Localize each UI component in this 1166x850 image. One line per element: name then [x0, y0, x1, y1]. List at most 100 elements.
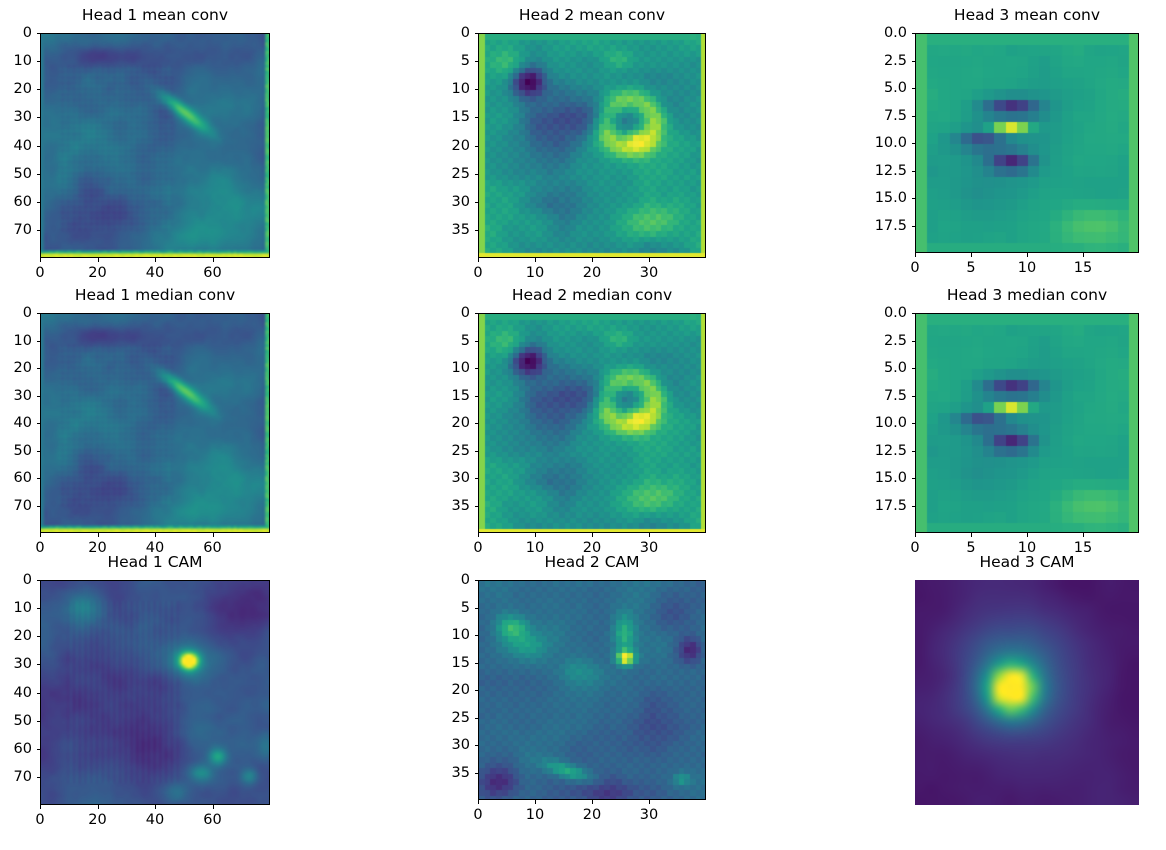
heatmap-canvas-head2-median-conv — [479, 314, 705, 532]
xticklabel-head1-median-conv-1: 20 — [88, 540, 107, 556]
yticklabel-head2-mean-conv-5: 25 — [451, 165, 470, 182]
heatmap-canvas-head1-mean-conv — [41, 34, 269, 257]
yticklabel-head1-median-conv-1: 10 — [13, 332, 32, 349]
yticklabel-head3-mean-conv-6: 15.0 — [874, 189, 907, 206]
yticklabel-head1-cam-0: 0 — [22, 571, 32, 588]
xticklabel-head3-median-conv-2: 10 — [1017, 540, 1037, 556]
xtick-head3-mean-conv-0 — [915, 253, 917, 257]
xticklabel-head1-cam-0: 0 — [35, 812, 45, 828]
yticklabel-head1-mean-conv-7: 70 — [13, 221, 32, 238]
xticklabel-head2-cam-2: 20 — [582, 807, 602, 823]
xtick-head1-mean-conv-2 — [155, 258, 157, 262]
yticklabel-head2-median-conv-2: 10 — [451, 359, 470, 376]
yticklabel-head2-median-conv-6: 30 — [451, 469, 470, 486]
panel-title-head2-median-conv: Head 2 median conv — [511, 286, 673, 304]
heatmap-canvas-head2-cam — [479, 581, 705, 799]
xticklabel-head3-median-conv-1: 5 — [966, 540, 976, 556]
yticklabel-head1-mean-conv-3: 30 — [13, 109, 32, 126]
xtick-head2-mean-conv-0 — [478, 258, 480, 262]
heatmap-head3-mean-conv[interactable] — [915, 33, 1139, 253]
heatmap-head3-cam[interactable] — [915, 580, 1139, 805]
yticklabel-head3-mean-conv-2: 5.0 — [883, 79, 907, 96]
yticklabel-head1-median-conv-3: 30 — [13, 387, 32, 404]
xtick-head1-median-conv-2 — [155, 533, 157, 537]
yticklabel-head2-cam-4: 20 — [451, 681, 470, 698]
yticklabel-head1-cam-1: 10 — [13, 599, 32, 616]
yticklabel-head2-mean-conv-2: 10 — [451, 81, 470, 97]
heatmap-head2-mean-conv[interactable] — [478, 33, 706, 258]
xticklabel-head2-cam-0: 0 — [473, 807, 483, 823]
panel-title-head3-median-conv: Head 3 median conv — [946, 286, 1108, 304]
xticklabel-head2-median-conv-1: 10 — [525, 540, 545, 556]
xtick-head3-median-conv-0 — [915, 533, 917, 537]
xticklabel-head3-mean-conv-2: 10 — [1017, 260, 1037, 276]
xtick-head1-cam-1 — [97, 805, 99, 809]
xticklabel-head2-cam-3: 30 — [639, 807, 659, 823]
yticklabel-head3-median-conv-2: 5.0 — [883, 359, 907, 376]
yticklabel-head2-mean-conv-3: 15 — [451, 109, 470, 126]
yticklabel-head1-median-conv-0: 0 — [22, 304, 32, 321]
yticklabel-head2-cam-6: 30 — [451, 736, 470, 753]
xtick-head3-mean-conv-3 — [1083, 253, 1085, 257]
yticklabel-head3-mean-conv-0: 0.0 — [883, 24, 907, 41]
heatmap-canvas-head1-cam — [41, 581, 269, 804]
xtick-head1-cam-3 — [212, 805, 214, 809]
xtick-head2-cam-0 — [478, 800, 480, 804]
yticklabel-head1-median-conv-7: 70 — [13, 497, 32, 514]
xticklabel-head2-mean-conv-3: 30 — [639, 265, 659, 281]
panel-title-head3-mean-conv: Head 3 mean conv — [953, 6, 1101, 24]
yticklabel-head2-median-conv-3: 15 — [451, 387, 470, 404]
xticklabel-head1-median-conv-2: 40 — [145, 540, 165, 556]
yticklabel-head1-median-conv-2: 20 — [13, 359, 32, 376]
yticklabel-head1-mean-conv-2: 20 — [13, 81, 32, 97]
xticklabel-head1-mean-conv-0: 0 — [35, 265, 45, 281]
heatmap-head1-cam[interactable] — [40, 580, 270, 805]
yticklabel-head2-cam-5: 25 — [451, 709, 470, 726]
yticklabel-head3-mean-conv-1: 2.5 — [883, 52, 907, 69]
xtick-head1-median-conv-0 — [40, 533, 42, 537]
yticklabel-head1-median-conv-5: 50 — [13, 442, 32, 459]
xticklabel-head3-median-conv-0: 0 — [910, 540, 920, 556]
heatmap-head2-median-conv[interactable] — [478, 313, 706, 533]
yticklabel-head3-median-conv-1: 2.5 — [883, 332, 907, 349]
heatmap-head1-mean-conv[interactable] — [40, 33, 270, 258]
xticklabel-head1-mean-conv-2: 40 — [145, 265, 165, 281]
xticklabel-head1-median-conv-0: 0 — [35, 540, 45, 556]
xticklabel-head2-median-conv-2: 20 — [582, 540, 602, 556]
yticklabel-head3-median-conv-0: 0.0 — [883, 304, 907, 321]
xtick-head2-mean-conv-1 — [535, 258, 537, 262]
xtick-head2-median-conv-2 — [592, 533, 594, 537]
yticklabel-head1-cam-4: 40 — [13, 684, 32, 701]
xtick-head1-mean-conv-0 — [40, 258, 42, 262]
heatmap-head2-cam[interactable] — [478, 580, 706, 800]
yticklabel-head2-median-conv-4: 20 — [451, 414, 470, 431]
xticklabel-head2-cam-1: 10 — [525, 807, 545, 823]
xticklabel-head3-median-conv-3: 15 — [1073, 540, 1093, 556]
heatmap-canvas-head1-median-conv — [41, 314, 269, 532]
heatmap-head3-median-conv[interactable] — [915, 313, 1139, 533]
yticklabel-head3-mean-conv-3: 7.5 — [883, 107, 907, 124]
heatmap-head1-median-conv[interactable] — [40, 313, 270, 533]
xtick-head2-mean-conv-3 — [649, 258, 651, 262]
yticklabel-head3-median-conv-3: 7.5 — [883, 387, 907, 404]
xticklabel-head1-cam-1: 20 — [88, 812, 107, 828]
xtick-head3-median-conv-2 — [1027, 533, 1029, 537]
xtick-head3-mean-conv-2 — [1027, 253, 1029, 257]
yticklabel-head2-mean-conv-1: 5 — [460, 52, 470, 69]
panel-title-head3-cam: Head 3 CAM — [979, 553, 1075, 571]
xticklabel-head1-cam-3: 60 — [203, 812, 222, 828]
xticklabel-head1-median-conv-3: 60 — [203, 540, 222, 556]
xticklabel-head2-mean-conv-0: 0 — [473, 265, 483, 281]
yticklabel-head2-median-conv-7: 35 — [451, 497, 470, 514]
xticklabel-head2-mean-conv-1: 10 — [525, 265, 545, 281]
yticklabel-head3-median-conv-6: 15.0 — [874, 469, 907, 486]
panel-title-head1-mean-conv: Head 1 mean conv — [81, 6, 229, 24]
panel-title-head1-cam: Head 1 CAM — [107, 553, 203, 571]
yticklabel-head3-median-conv-4: 10.0 — [874, 414, 907, 431]
yticklabel-head1-mean-conv-6: 60 — [13, 193, 32, 210]
xtick-head2-mean-conv-2 — [592, 258, 594, 262]
xtick-head1-mean-conv-3 — [212, 258, 214, 262]
yticklabel-head2-median-conv-1: 5 — [460, 332, 470, 349]
